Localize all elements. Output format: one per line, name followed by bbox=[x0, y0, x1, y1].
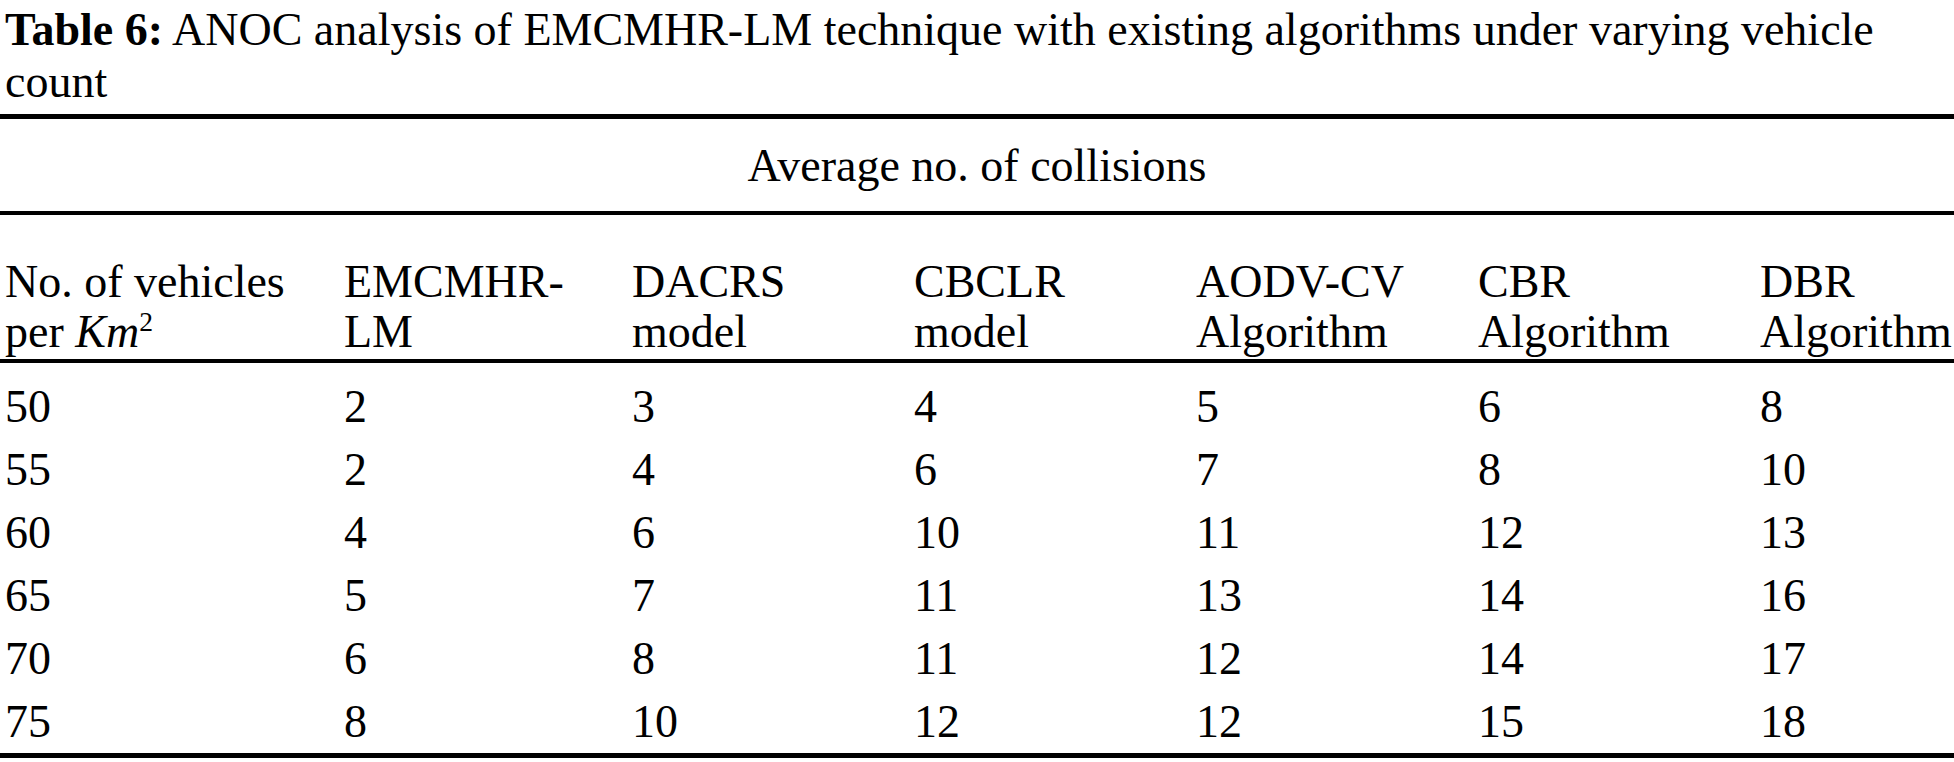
column-header-aodv-cv: AODV-CV Algorithm bbox=[1196, 213, 1478, 361]
column-header-vehicles: No. of vehicles per Km2 bbox=[0, 213, 344, 361]
table-cell: 8 bbox=[1478, 438, 1760, 501]
table-cell: 12 bbox=[1196, 627, 1478, 690]
table-cell: 8 bbox=[1760, 361, 1954, 438]
column-header-line1: EMCMHR- bbox=[344, 257, 632, 307]
column-header-emcmhr-lm: EMCMHR- LM bbox=[344, 213, 632, 361]
table-cell: 8 bbox=[632, 627, 914, 690]
table-row: 50 2 3 4 5 6 8 bbox=[0, 361, 1954, 438]
table-cell: 7 bbox=[1196, 438, 1478, 501]
anoc-table: Average no. of collisions No. of vehicle… bbox=[0, 114, 1954, 758]
table-caption-label: Table 6: bbox=[5, 4, 163, 55]
table-cell: 6 bbox=[1478, 361, 1760, 438]
column-header-cbr: CBR Algorithm bbox=[1478, 213, 1760, 361]
table-row: 75 8 10 12 12 15 18 bbox=[0, 690, 1954, 756]
table-cell: 6 bbox=[914, 438, 1196, 501]
column-header-dbr: DBR Algorithm bbox=[1760, 213, 1954, 361]
table-cell: 12 bbox=[1478, 501, 1760, 564]
table-cell: 2 bbox=[344, 361, 632, 438]
table-cell-vehicle-count: 65 bbox=[0, 564, 344, 627]
column-header-line1: CBR bbox=[1478, 257, 1760, 307]
column-header-line1: DBR bbox=[1760, 257, 1954, 307]
table-caption-text: ANOC analysis of EMCMHR-LM technique wit… bbox=[5, 4, 1874, 107]
column-header-line1: AODV-CV bbox=[1196, 257, 1478, 307]
table-cell: 14 bbox=[1478, 627, 1760, 690]
column-header-line2: model bbox=[914, 307, 1196, 357]
table-cell: 4 bbox=[632, 438, 914, 501]
table-row: 70 6 8 11 12 14 17 bbox=[0, 627, 1954, 690]
table-cell: 2 bbox=[344, 438, 632, 501]
table-cell-vehicle-count: 55 bbox=[0, 438, 344, 501]
span-header-row: Average no. of collisions bbox=[0, 117, 1954, 214]
column-header-line2: Algorithm bbox=[1760, 307, 1954, 357]
table-row: 60 4 6 10 11 12 13 bbox=[0, 501, 1954, 564]
column-header-dacrs: DACRS model bbox=[632, 213, 914, 361]
table-cell: 10 bbox=[914, 501, 1196, 564]
table-cell: 13 bbox=[1760, 501, 1954, 564]
page: Table 6: ANOC analysis of EMCMHR-LM tech… bbox=[0, 0, 1954, 762]
column-header-cbclr: CBCLR model bbox=[914, 213, 1196, 361]
table-cell: 7 bbox=[632, 564, 914, 627]
table-cell: 18 bbox=[1760, 690, 1954, 756]
table-cell: 11 bbox=[914, 627, 1196, 690]
table-cell: 15 bbox=[1478, 690, 1760, 756]
table-cell-vehicle-count: 75 bbox=[0, 690, 344, 756]
column-header-line2: LM bbox=[344, 307, 632, 357]
unit-exponent: 2 bbox=[139, 306, 153, 337]
table-cell-vehicle-count: 60 bbox=[0, 501, 344, 564]
unit-prefix: per bbox=[5, 306, 75, 357]
table-row: 55 2 4 6 7 8 10 bbox=[0, 438, 1954, 501]
table-cell: 13 bbox=[1196, 564, 1478, 627]
table-cell: 11 bbox=[1196, 501, 1478, 564]
table-cell: 4 bbox=[344, 501, 632, 564]
table-row: 65 5 7 11 13 14 16 bbox=[0, 564, 1954, 627]
table-cell: 4 bbox=[914, 361, 1196, 438]
table-cell: 17 bbox=[1760, 627, 1954, 690]
table-cell: 16 bbox=[1760, 564, 1954, 627]
column-header-line2: Algorithm bbox=[1478, 307, 1760, 357]
table-cell: 14 bbox=[1478, 564, 1760, 627]
span-header-cell: Average no. of collisions bbox=[0, 117, 1954, 214]
table-cell: 10 bbox=[632, 690, 914, 756]
table-cell: 12 bbox=[1196, 690, 1478, 756]
column-header-line2: per Km2 bbox=[5, 307, 344, 357]
table-cell: 6 bbox=[632, 501, 914, 564]
table-cell: 3 bbox=[632, 361, 914, 438]
table-cell-vehicle-count: 50 bbox=[0, 361, 344, 438]
column-header-line1: CBCLR bbox=[914, 257, 1196, 307]
table-cell: 11 bbox=[914, 564, 1196, 627]
table-cell: 6 bbox=[344, 627, 632, 690]
column-header-line1: DACRS bbox=[632, 257, 914, 307]
column-header-line2: model bbox=[632, 307, 914, 357]
table-cell-vehicle-count: 70 bbox=[0, 627, 344, 690]
table-cell: 5 bbox=[1196, 361, 1478, 438]
unit-km: Km bbox=[75, 306, 139, 357]
table-cell: 8 bbox=[344, 690, 632, 756]
table-cell: 5 bbox=[344, 564, 632, 627]
table-cell: 12 bbox=[914, 690, 1196, 756]
column-header-line1: No. of vehicles bbox=[5, 257, 344, 307]
column-header-row: No. of vehicles per Km2 EMCMHR- LM DACRS… bbox=[0, 213, 1954, 361]
table-caption: Table 6: ANOC analysis of EMCMHR-LM tech… bbox=[0, 0, 1954, 108]
table-cell: 10 bbox=[1760, 438, 1954, 501]
column-header-line2: Algorithm bbox=[1196, 307, 1478, 357]
